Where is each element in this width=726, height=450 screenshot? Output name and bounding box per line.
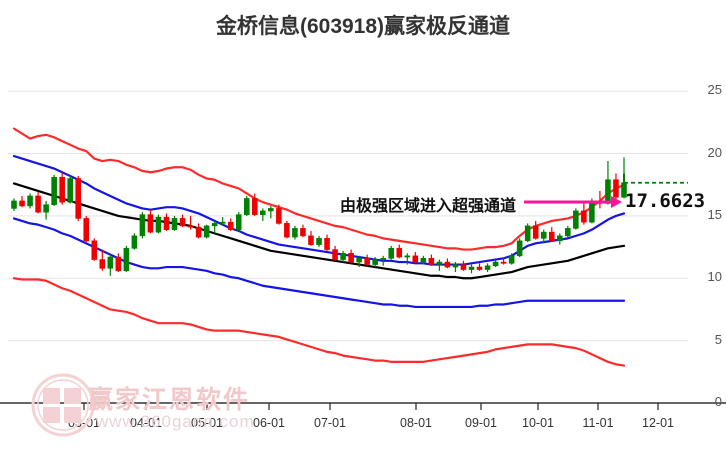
x-axis-tick-04-01: 04-01 — [130, 416, 162, 430]
x-axis-tick-12-01: 12-01 — [642, 416, 674, 430]
x-axis-tick-09-01: 09-01 — [465, 416, 497, 430]
current-price-label: 17.6623 — [625, 190, 706, 212]
page-title: 金桥信息(603918)赢家极反通道 — [215, 15, 511, 38]
watermark-brand: 赢家江恩软件 — [88, 386, 251, 414]
y-axis-tick-15: 15 — [707, 206, 722, 222]
x-axis-tick-08-01: 08-01 — [400, 416, 432, 430]
y-axis-tick-10: 10 — [707, 269, 722, 285]
x-axis-tick-05-01: 05-01 — [191, 416, 223, 430]
watermark-url: www.360gann.com — [96, 412, 255, 431]
y-axis-tick-25: 25 — [707, 82, 722, 98]
x-axis-tick-10-01: 10-01 — [522, 416, 554, 430]
y-axis-tick-20: 20 — [707, 144, 722, 160]
watermark-seal-icon — [31, 373, 95, 437]
y-axis-tick-0: 0 — [714, 394, 722, 409]
x-axis-tick-06-01: 06-01 — [253, 416, 285, 430]
x-axis-tick-11-01: 11-01 — [582, 416, 614, 430]
y-axis-tick-5: 5 — [714, 331, 722, 347]
channel-annotation-label: 由极强区域进入超强通道 — [340, 198, 517, 215]
x-axis-tick-07-01: 07-01 — [314, 416, 346, 430]
